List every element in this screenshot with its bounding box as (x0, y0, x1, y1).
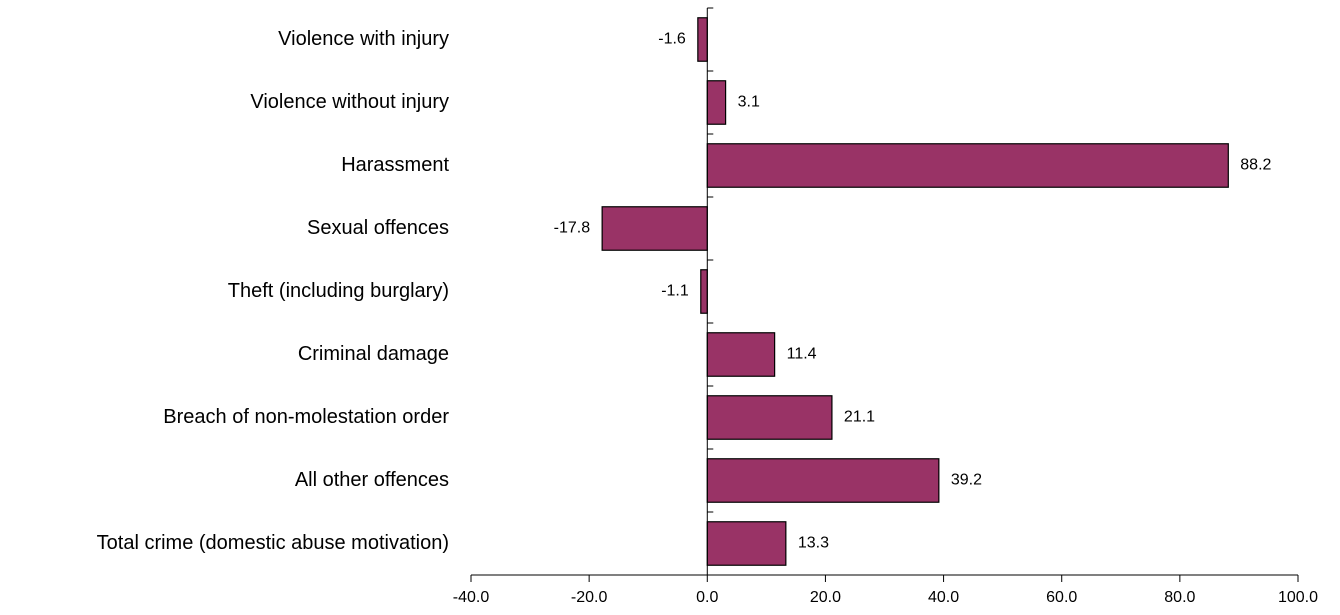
bar-all-other-offences (706, 458, 940, 503)
value-axis-tick-label: -40.0 (453, 589, 490, 606)
data-label: -1.6 (658, 31, 686, 48)
value-axis-tick-label: 40.0 (928, 589, 959, 606)
value-axis-tick-label: 80.0 (1164, 589, 1195, 606)
bar-theft-including-burglary (700, 269, 708, 314)
bar-breach-of-non-molestation-order (706, 395, 833, 440)
bar-sexual-offences (601, 206, 708, 251)
category-label: Breach of non-molestation order (163, 406, 449, 428)
data-label: 39.2 (951, 472, 982, 489)
category-label: Criminal damage (298, 343, 449, 365)
data-label: 21.1 (844, 409, 875, 426)
bar-violence-without-injury (706, 80, 727, 125)
category-label: Violence with injury (278, 28, 449, 50)
category-label: All other offences (295, 469, 449, 491)
value-axis-tick-label: 100.0 (1278, 589, 1318, 606)
data-label: 13.3 (798, 535, 829, 552)
data-label: 88.2 (1240, 157, 1271, 174)
category-label: Harassment (341, 154, 449, 176)
category-label: Violence without injury (250, 91, 449, 113)
value-axis-tick-label: 0.0 (696, 589, 718, 606)
category-label: Theft (including burglary) (228, 280, 449, 302)
bar-total-crime-domestic-abuse-motivation (706, 521, 787, 566)
data-label: -17.8 (554, 220, 591, 237)
bar-violence-with-injury (697, 17, 708, 62)
bar-criminal-damage (706, 332, 776, 377)
labels-group: Violence with injury -1.6 Violence without… (97, 28, 1318, 606)
data-label: 11.4 (787, 346, 817, 363)
bar-harassment (706, 143, 1229, 188)
category-label: Sexual offences (307, 217, 449, 239)
bars-group (601, 17, 1229, 566)
axes-group (470, 7, 1299, 582)
category-label: Total crime (domestic abuse motivation) (97, 532, 449, 554)
value-axis-tick-label: 60.0 (1046, 589, 1077, 606)
value-axis-tick-label: 20.0 (810, 589, 841, 606)
data-label: 3.1 (738, 94, 760, 111)
value-axis-tick-label: -20.0 (571, 589, 608, 606)
data-label: -1.1 (661, 283, 689, 300)
